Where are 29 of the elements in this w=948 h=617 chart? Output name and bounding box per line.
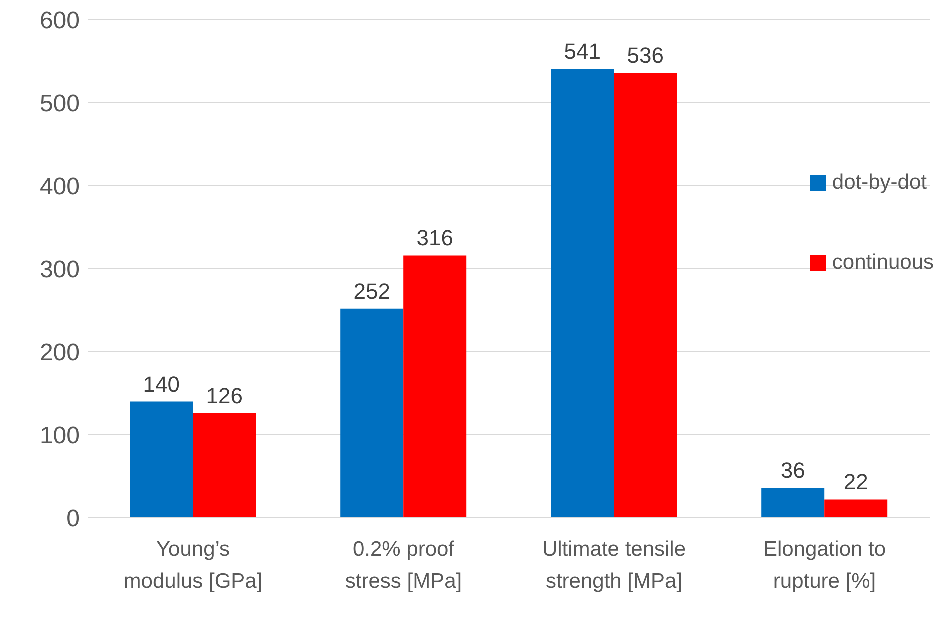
data-label: 140 [143, 372, 180, 397]
data-label: 316 [416, 226, 454, 251]
y-tick-label: 600 [40, 8, 80, 35]
data-label: 126 [206, 383, 243, 408]
x-tick-label: Young’s modulus [GPa] [124, 538, 263, 593]
y-tick-label: 0 [66, 506, 80, 533]
bar [340, 308, 404, 518]
data-label: 252 [354, 278, 390, 304]
bar [193, 413, 256, 518]
bar [551, 68, 614, 518]
y-tick-label: 200 [40, 340, 80, 367]
data-label: 541 [564, 38, 601, 64]
data-label: 536 [627, 43, 664, 68]
x-tick-label: Ultimate tensile strength [MPa] [542, 538, 686, 593]
y-tick-label: 300 [40, 256, 80, 284]
bar [762, 488, 825, 518]
y-tick-label: 500 [40, 90, 80, 118]
legend-label: continuous [832, 251, 934, 275]
x-tick-label: Elongation to rupture [%] [763, 538, 886, 593]
bar [824, 500, 888, 518]
bar [404, 256, 467, 518]
bar [130, 402, 194, 518]
x-tick-label: 0.2% proof stress [MPa] [345, 538, 462, 593]
y-tick-label: 400 [40, 174, 80, 201]
bar [614, 73, 678, 518]
data-label: 36 [780, 458, 806, 484]
y-tick-label: 100 [40, 422, 80, 450]
data-label: 22 [844, 470, 868, 495]
legend-label: dot-by-dot [832, 171, 927, 195]
